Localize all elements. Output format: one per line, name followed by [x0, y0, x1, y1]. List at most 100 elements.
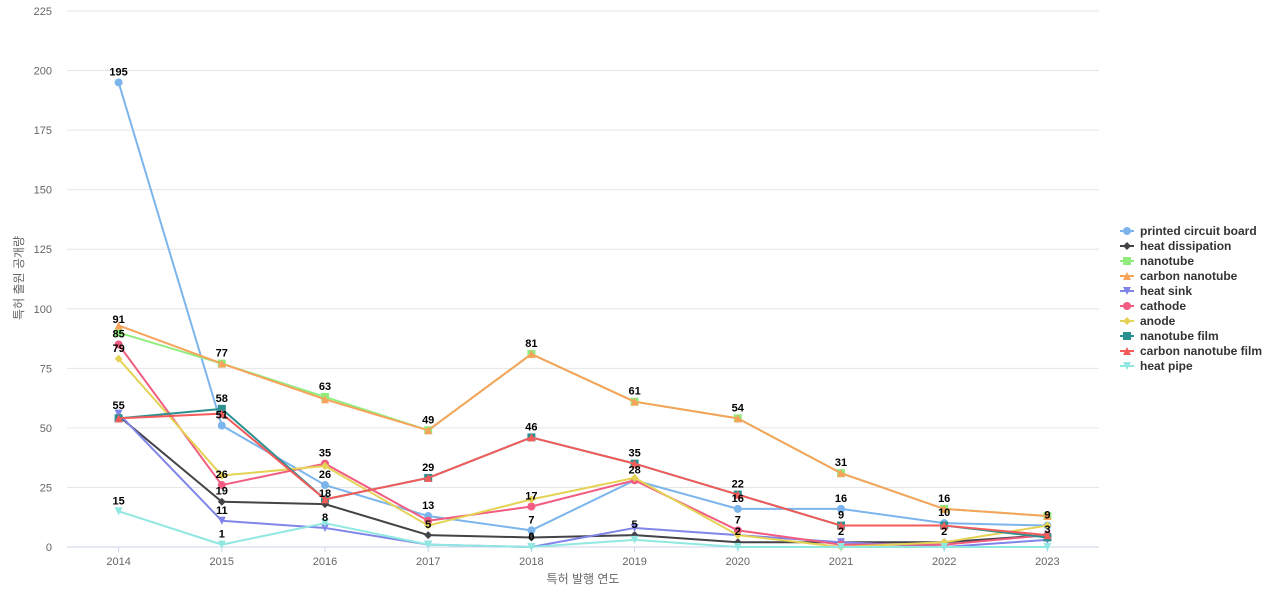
legend-item-heat-dissipation[interactable]: heat dissipation [1120, 239, 1231, 253]
data-label: 55 [112, 400, 124, 412]
y-tick-label: 175 [34, 125, 52, 137]
series-line-heat-dissipation [117, 414, 1049, 544]
legend-marker [1123, 257, 1131, 265]
data-point-carbon-nanotube [837, 469, 845, 478]
data-point-heat-pipe [321, 519, 329, 528]
data-label: 49 [422, 414, 434, 426]
data-point-heat-pipe [940, 543, 949, 551]
data-point-heat-sink [321, 523, 329, 532]
data-point-heat-pipe [114, 507, 123, 516]
series-line-carbon-nanotube-film [117, 412, 1049, 537]
data-label: 51 [216, 410, 228, 422]
y-tick-label: 150 [34, 185, 52, 197]
x-tick-label: 2014 [106, 556, 130, 568]
legend-marker [1123, 242, 1131, 250]
legend-marker [1123, 287, 1131, 295]
series-heat-pipe [114, 507, 1052, 551]
y-tick-label: 125 [34, 244, 52, 256]
data-point-carbon-nanotube [1043, 512, 1052, 521]
data-label: 35 [628, 448, 640, 460]
data-point-cathode [527, 502, 536, 511]
data-label: 46 [525, 421, 537, 433]
data-label: 195 [109, 66, 127, 78]
legend-marker [1123, 302, 1131, 310]
data-point-carbon-nanotube-film [114, 414, 123, 423]
legend-label: nanotube [1140, 254, 1194, 268]
legend-item-cathode[interactable]: cathode [1120, 299, 1186, 313]
series-lines [114, 78, 1052, 551]
data-label: 7 [735, 514, 741, 526]
legend-item-carbon-nanotube-film[interactable]: carbon nanotube film [1120, 344, 1262, 358]
data-label: 22 [732, 479, 744, 491]
data-point-nanotube-film [217, 404, 226, 413]
data-label: 17 [525, 491, 537, 503]
data-label: 2 [838, 526, 844, 538]
y-tick-label: 25 [40, 482, 52, 494]
data-point-anode [733, 531, 742, 540]
x-tick-label: 2017 [416, 556, 440, 568]
data-point-anode [527, 495, 536, 504]
legend-marker [1123, 227, 1131, 235]
series-line-anode [117, 357, 1049, 548]
data-point-printed-circuit-board [837, 504, 845, 513]
data-label: 81 [525, 338, 537, 350]
data-label: 5 [632, 519, 638, 531]
y-tick-label: 75 [40, 363, 52, 375]
data-point-carbon-nanotube-film [940, 521, 949, 530]
legend-item-printed-circuit-board[interactable]: printed circuit board [1120, 224, 1257, 238]
data-point-cathode [217, 481, 226, 490]
legend-item-heat-pipe[interactable]: heat pipe [1120, 359, 1193, 373]
data-point-printed-circuit-board [114, 78, 123, 87]
legend-label: heat pipe [1140, 359, 1193, 373]
data-point-heat-pipe [1043, 543, 1052, 551]
legend-label: cathode [1140, 299, 1186, 313]
y-tick-label: 225 [34, 6, 52, 18]
x-tick-label: 2015 [210, 556, 234, 568]
data-label: 26 [319, 469, 331, 481]
data-point-carbon-nanotube [424, 426, 433, 435]
data-point-heat-dissipation [217, 497, 226, 506]
series-line-carbon-nanotube [117, 324, 1049, 518]
x-axis-title: 특허 발행 연도 [547, 571, 620, 586]
legend-item-nanotube-film[interactable]: nanotube film [1120, 329, 1219, 343]
legend-item-carbon-nanotube[interactable]: carbon nanotube [1120, 269, 1238, 283]
data-label: 13 [422, 500, 434, 512]
data-point-cathode [114, 340, 123, 349]
legend-label: anode [1140, 314, 1176, 328]
x-tick-label: 2019 [622, 556, 646, 568]
data-point-carbon-nanotube [217, 359, 226, 368]
data-label: 9 [1044, 510, 1050, 522]
data-point-carbon-nanotube [733, 414, 742, 423]
x-tick-label: 2022 [932, 556, 956, 568]
series-carbon-nanotube [114, 321, 1052, 521]
data-point-anode [630, 473, 639, 482]
data-point-carbon-nanotube-film [321, 495, 329, 504]
data-point-heat-pipe [837, 543, 845, 551]
data-label: 7 [528, 514, 534, 526]
legend-item-anode[interactable]: anode [1120, 314, 1176, 328]
data-label: 9 [838, 510, 844, 522]
series-line-heat-pipe [117, 510, 1049, 548]
x-tick-label: 2020 [726, 556, 750, 568]
data-point-cathode [424, 516, 433, 525]
data-label: 77 [216, 348, 228, 360]
data-point-heat-pipe [733, 543, 742, 551]
data-label: 16 [732, 493, 744, 505]
x-tick-label: 2023 [1035, 556, 1059, 568]
axes: 특허 발행 연도 특허 출원 공개량 [12, 236, 619, 586]
legend-label: carbon nanotube film [1140, 344, 1262, 358]
data-point-anode [114, 354, 123, 363]
legend-item-heat-sink[interactable]: heat sink [1120, 284, 1192, 298]
data-labels: 1959185795515775851261911163352618849291… [109, 66, 1050, 543]
legend-marker [1123, 317, 1131, 325]
series-line-printed-circuit-board [117, 81, 1049, 532]
data-point-carbon-nanotube-film [630, 459, 639, 468]
data-label: 91 [112, 314, 124, 326]
data-label: 11 [216, 505, 228, 517]
data-point-carbon-nanotube-film [217, 409, 226, 418]
data-label: 5 [425, 519, 431, 531]
legend-item-nanotube[interactable]: nanotube [1120, 254, 1194, 268]
